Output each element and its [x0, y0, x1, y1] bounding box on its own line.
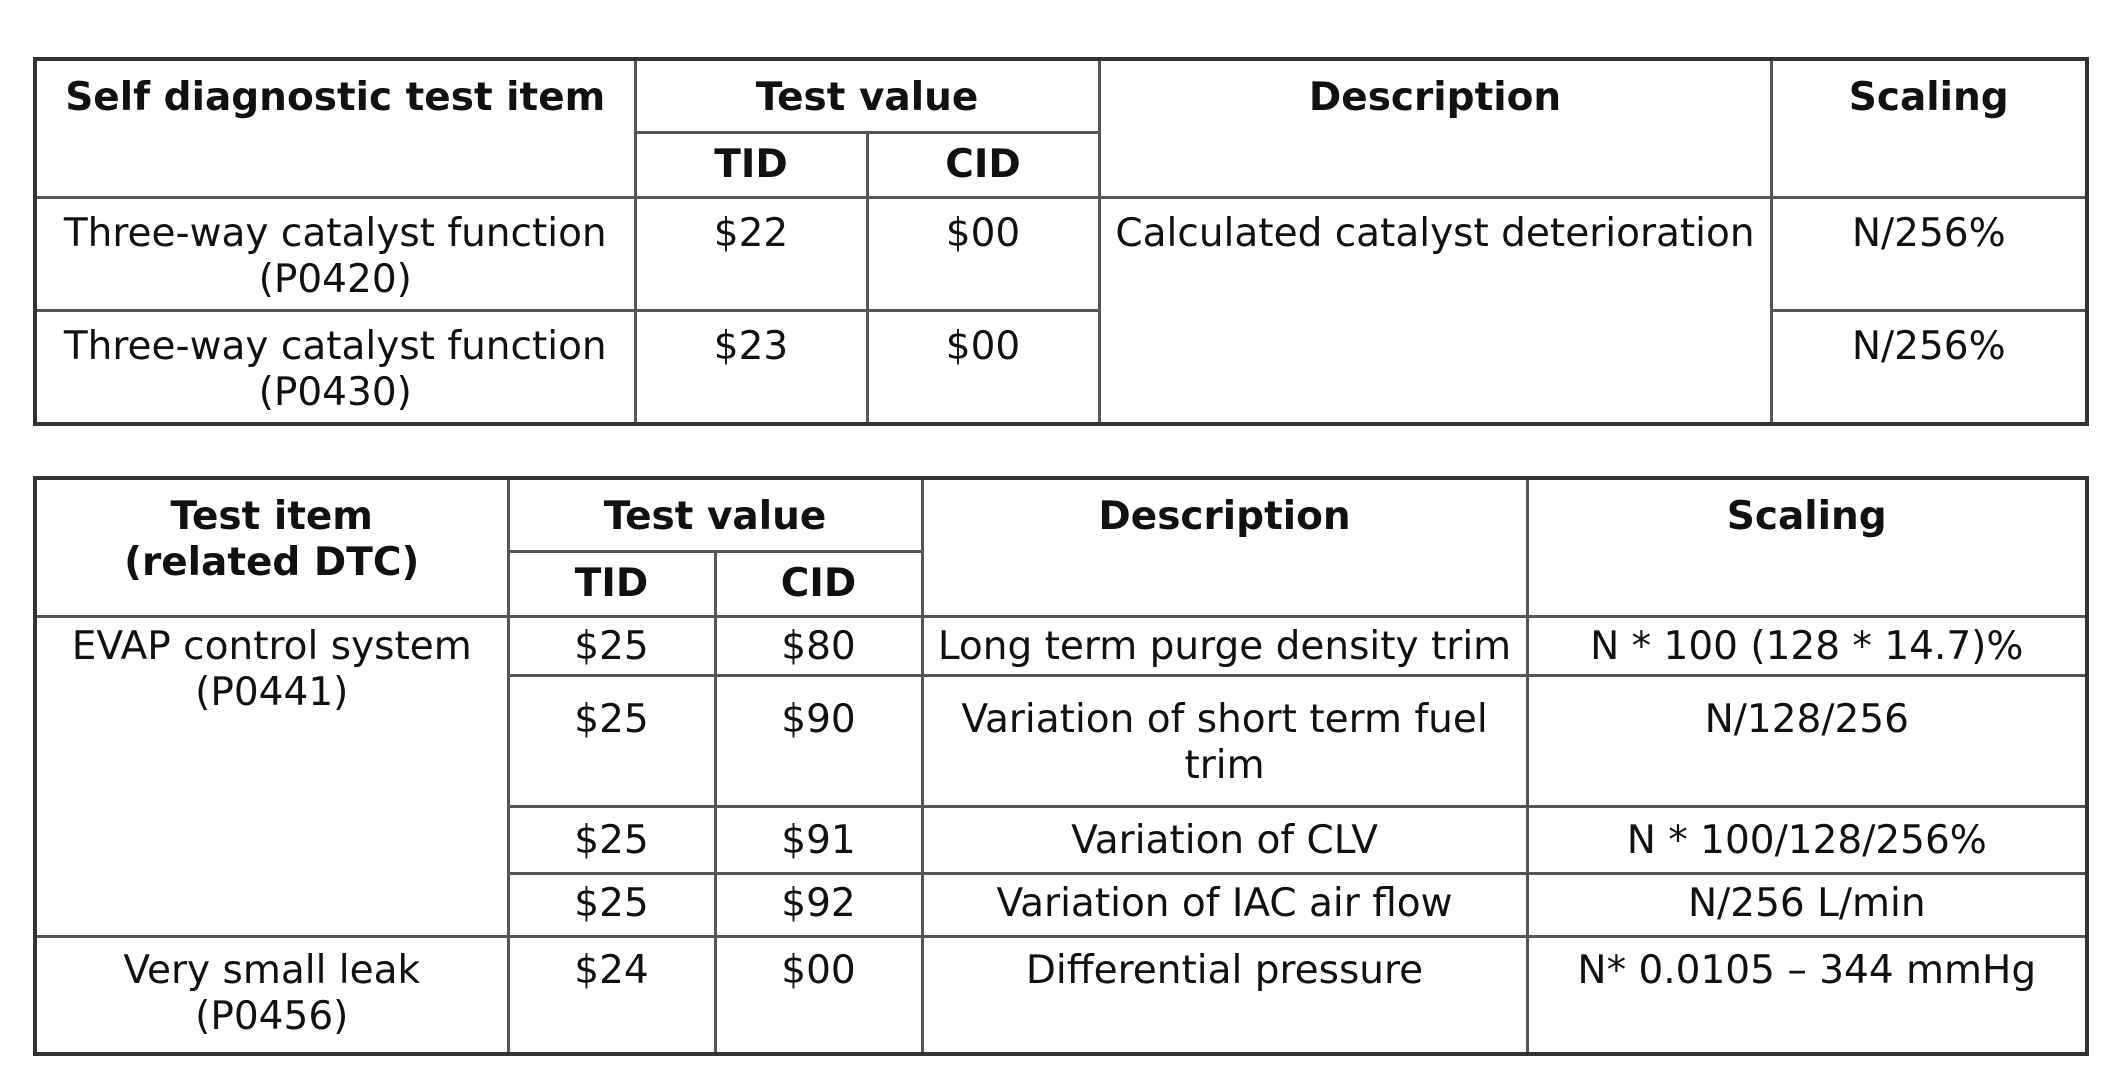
scaling-cell: N/256% [1769, 196, 2089, 312]
cid-cell: $92 [713, 872, 924, 938]
description-cell: Long term purge density trim [920, 615, 1529, 677]
cid-cell: $90 [713, 674, 924, 808]
tid-cell: $22 [633, 196, 869, 312]
table-row: Three-way catalyst function (P0430) $23 … [33, 309, 2089, 426]
description-cell: Variation of IAC air flow [920, 872, 1529, 938]
header-test-value: Test value [506, 476, 924, 553]
header-scaling: Scaling [1525, 476, 2089, 618]
table-row: Very small leak (P0456) $24 $00 Differen… [33, 935, 2089, 1056]
cid-cell: $00 [865, 309, 1101, 426]
cid-cell: $00 [713, 935, 924, 1056]
table-row: $25 $90 Variation of short term fuel tri… [35, 674, 2089, 808]
cid-cell: $00 [865, 196, 1101, 312]
table-row: $25 $92 Variation of IAC air flow N/256 … [35, 872, 2089, 938]
tid-cell: $23 [633, 309, 869, 426]
description-cell: Variation of short term fuel trim [920, 674, 1529, 808]
test-item-cell: Three-way catalyst function (P0430) [33, 309, 637, 426]
scaling-cell: N/128/256 [1525, 674, 2089, 808]
test-item-cell: Very small leak (P0456) [33, 935, 510, 1056]
table-row: $25 $91 Variation of CLV N * 100/128/256… [35, 805, 2089, 875]
cid-cell: $91 [713, 805, 924, 875]
tid-cell: $25 [506, 674, 717, 808]
header-description: Description [920, 476, 1529, 618]
test-item-cell: EVAP control system (P0441) [33, 615, 510, 938]
tid-cell: $25 [506, 872, 717, 938]
header-cid: CID [713, 550, 924, 618]
header-test-value: Test value [633, 57, 1101, 134]
description-cell: Differential pressure [920, 935, 1529, 1056]
scaling-cell: N * 100/128/256% [1525, 805, 2089, 875]
scaling-cell: N/256% [1769, 309, 2089, 426]
test-item-cell: Three-way catalyst function (P0420) [33, 196, 637, 312]
header-tid: TID [633, 131, 869, 199]
table-row: EVAP control system (P0441) $25 $80 Long… [33, 615, 2089, 938]
tid-cell: $25 [506, 615, 717, 677]
header-scaling: Scaling [1769, 57, 2089, 199]
tid-cell: $25 [506, 805, 717, 875]
header-test-item: Test item (related DTC) [33, 476, 510, 618]
self-diagnostic-table: Self diagnostic test item Test value Des… [33, 57, 2090, 426]
test-item-table: Test item (related DTC) Test value Descr… [33, 476, 2090, 1056]
scaling-cell: N* 0.0105 – 344 mmHg [1525, 935, 2089, 1056]
header-tid: TID [506, 550, 717, 618]
scaling-cell: N * 100 (128 * 14.7)% [1525, 615, 2089, 677]
header-description: Description [1097, 57, 1773, 199]
tid-cell: $24 [506, 935, 717, 1056]
cid-cell: $80 [713, 615, 924, 677]
description-cell: Variation of CLV [920, 805, 1529, 875]
description-cell: Calculated catalyst deterioration [1097, 196, 1773, 426]
table-row: Three-way catalyst function (P0420) $22 … [33, 196, 2089, 426]
header-self-diagnostic-test-item: Self diagnostic test item [33, 57, 637, 199]
header-cid: CID [865, 131, 1101, 199]
scaling-cell: N/256 L/min [1525, 872, 2089, 938]
